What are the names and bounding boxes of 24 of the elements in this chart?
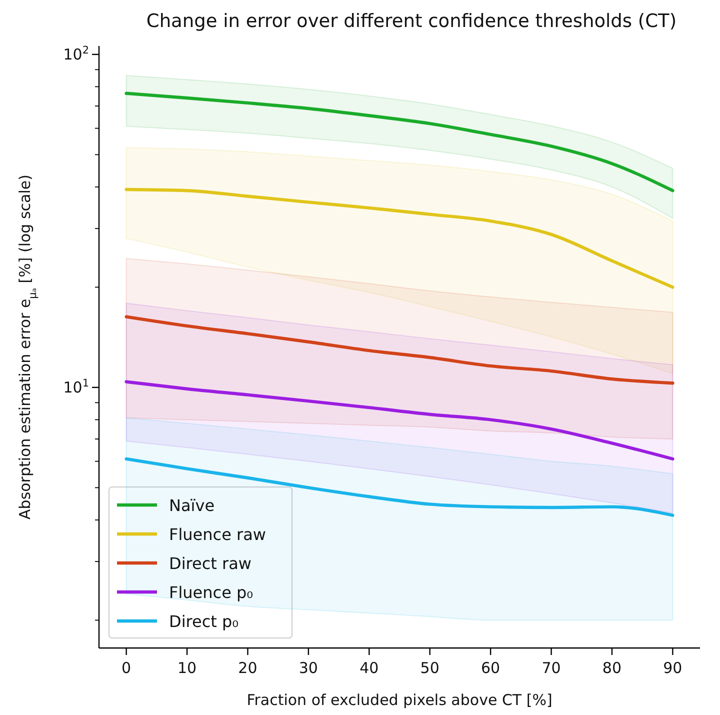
x-tick-label: 30 bbox=[298, 659, 318, 677]
line-series bbox=[124, 457, 674, 517]
x-tick-label: 20 bbox=[238, 659, 258, 677]
line-series bbox=[124, 92, 674, 192]
legend-label: Direct p₀ bbox=[169, 612, 239, 631]
legend-label: Naïve bbox=[169, 496, 215, 515]
x-tick-label: 50 bbox=[420, 659, 440, 677]
x-tick-label: 40 bbox=[360, 659, 379, 677]
line-series bbox=[124, 380, 674, 461]
x-tick-label: 70 bbox=[542, 659, 561, 677]
x-axis-title: Fraction of excluded pixels above CT [%] bbox=[246, 691, 552, 709]
line-series bbox=[124, 188, 674, 289]
legend-label: Direct raw bbox=[169, 554, 252, 573]
y-tick-label: 10$^{1}$ bbox=[63, 377, 89, 396]
x-tick-label: 0 bbox=[122, 659, 132, 677]
x-tick-label: 80 bbox=[602, 659, 622, 677]
legend-label: Fluence p₀ bbox=[169, 583, 254, 602]
x-tick-label: 10 bbox=[177, 659, 197, 677]
legend-label: Fluence raw bbox=[169, 525, 266, 544]
x-tick-label: 90 bbox=[663, 659, 682, 677]
line-series bbox=[124, 315, 674, 385]
y-tick-label: 10$^{2}$ bbox=[63, 44, 89, 64]
x-tick-label: 60 bbox=[481, 659, 500, 677]
chart-title: Change in error over different confidence thresholds (CT) bbox=[146, 11, 677, 32]
